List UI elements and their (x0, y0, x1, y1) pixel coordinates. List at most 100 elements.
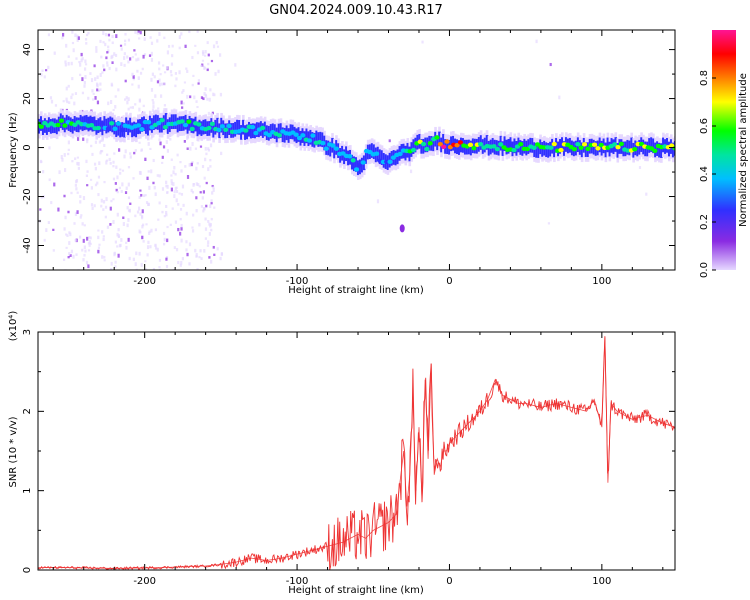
noise-speckle (188, 163, 191, 167)
noise-speckle (97, 229, 100, 232)
x-tick-label: 0 (446, 276, 452, 287)
noise-speckle (180, 227, 183, 231)
noise-speckle (76, 210, 79, 214)
noise-speckle (170, 132, 173, 137)
ridge-band (164, 113, 168, 128)
noise-speckle (68, 241, 71, 245)
noise-speckle (207, 167, 210, 172)
ridge-core (551, 141, 557, 147)
noise-speckle (177, 203, 180, 206)
noise-speckle (156, 174, 159, 177)
ridge-band (537, 143, 540, 158)
noise-speckle (86, 170, 89, 173)
noise-speckle (152, 158, 155, 163)
noise-speckle (125, 245, 128, 250)
noise-speckle (219, 92, 223, 97)
noise-speckle (97, 193, 100, 197)
y-tick-label: 1 (22, 487, 33, 493)
noise-speckle (77, 36, 80, 40)
noise-speckle (162, 231, 166, 236)
noise-speckle (195, 209, 198, 213)
ridge-core (146, 120, 152, 125)
noise-speckle (52, 249, 55, 252)
noise-speckle (127, 237, 130, 242)
noise-speckle (134, 30, 137, 34)
noise-speckle (81, 248, 84, 252)
noise-speckle (70, 95, 73, 100)
noise-speckle (65, 246, 68, 249)
ridge-band (612, 139, 616, 155)
noise-speckle (207, 148, 211, 152)
ridge-core (454, 143, 460, 148)
noise-speckle (121, 169, 125, 172)
ridge-band (319, 131, 322, 147)
noise-speckle (50, 99, 54, 104)
noise-speckle (181, 106, 184, 109)
ridge-band (648, 138, 651, 153)
colorbar-tick-label: 0.2 (699, 214, 710, 230)
snr-series-line (38, 337, 675, 570)
noise-speckle (104, 42, 107, 47)
ridge-core (420, 141, 427, 147)
noise-speckle (149, 36, 152, 39)
noise-speckle (91, 206, 94, 210)
noise-speckle (207, 240, 210, 245)
noise-speckle (180, 192, 184, 196)
noise-speckle (200, 205, 203, 208)
ridge-core (598, 142, 604, 148)
ridge-core (575, 142, 581, 147)
noise-speckle (127, 107, 130, 111)
noise-speckle (209, 158, 212, 162)
noise-speckle (61, 36, 64, 40)
noise-speckle (205, 204, 208, 208)
noise-speckle (186, 175, 190, 179)
noise-speckle (158, 258, 162, 262)
noise-speckle (99, 39, 102, 43)
noise-speckle (93, 162, 97, 166)
noise-speckle (219, 256, 222, 261)
ridge-core (226, 123, 232, 129)
noise-speckle (103, 68, 106, 72)
ridge-band (505, 139, 509, 155)
noise-speckle (102, 64, 105, 68)
noise-speckle (191, 142, 194, 146)
noise-speckle (84, 75, 87, 79)
y-tick-label: 0 (22, 144, 33, 150)
noise-speckle (104, 205, 108, 209)
noise-speckle (165, 256, 169, 259)
noise-speckle (163, 104, 167, 107)
noise-speckle (97, 235, 100, 240)
noise-speckle (197, 82, 200, 85)
noise-speckle (71, 160, 74, 163)
noise-speckle (112, 108, 115, 111)
noise-speckle (115, 67, 118, 72)
noise-speckle (75, 179, 79, 183)
noise-speckle (123, 154, 126, 159)
noise-speckle (169, 137, 172, 141)
noise-speckle (126, 55, 129, 59)
noise-speckle (154, 246, 158, 250)
ridge-band (446, 139, 449, 154)
noise-speckle (204, 157, 207, 162)
noise-speckle (421, 40, 424, 44)
noise-speckle (549, 62, 552, 67)
ridge-band (652, 138, 655, 154)
noise-speckle (52, 228, 55, 232)
noise-speckle (209, 88, 212, 92)
noise-speckle (201, 165, 205, 169)
noise-speckle (195, 196, 198, 200)
ridge-band (170, 114, 174, 130)
noise-speckle (210, 202, 213, 205)
noise-speckle (95, 48, 98, 53)
noise-speckle (107, 49, 110, 53)
noise-speckle (185, 240, 188, 244)
noise-speckle (202, 209, 205, 213)
noise-speckle (80, 52, 83, 57)
noise-speckle (42, 170, 45, 174)
noise-speckle (170, 174, 173, 177)
noise-speckle (117, 88, 120, 92)
ridge-band (606, 137, 610, 153)
noise-speckle (153, 75, 156, 79)
noise-speckle (114, 240, 117, 244)
noise-speckle (150, 51, 153, 56)
